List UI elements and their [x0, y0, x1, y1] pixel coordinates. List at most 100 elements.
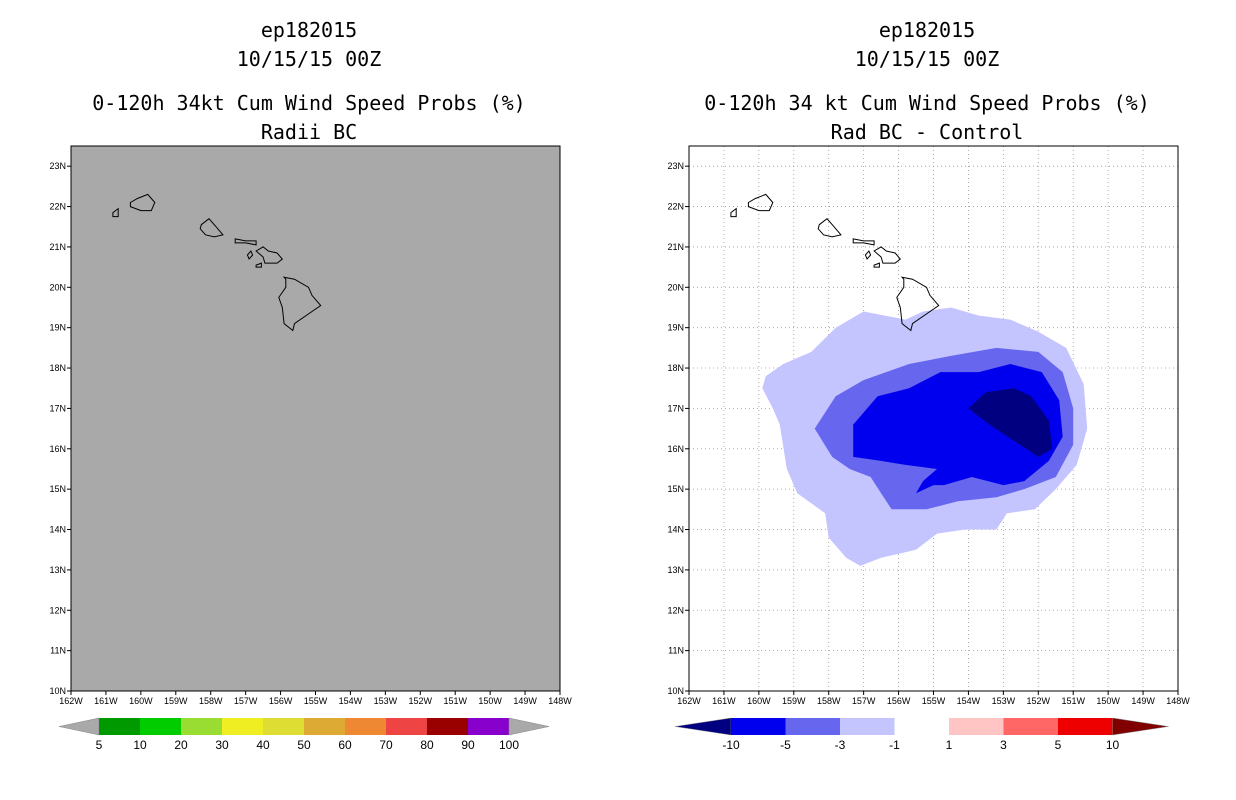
y-axis-ticks: 10N 11N 12N 13N 14N 15N 16N 17N 18N 19N 20N 21N 22N 2… [667, 161, 689, 696]
y-tick-label: 16N [667, 444, 684, 454]
colorbar-label: 10 [1106, 738, 1120, 752]
island-outline [747, 193, 774, 212]
colorbar-segment [468, 718, 509, 735]
y-tick-label: 17N [667, 403, 684, 413]
colorbar-label: 5 [1055, 738, 1062, 752]
island-outline [234, 238, 257, 246]
y-axis-ticks: 10N 11N 12N 13N 14N 15N 16N 17N 18N 19N 20N 21N 22N 2… [49, 161, 71, 696]
chart-subtitle: Radii BC [261, 120, 357, 144]
island-outline [730, 207, 737, 218]
colorbar-segment [949, 718, 1004, 735]
chart-title: 0-120h 34 kt Cum Wind Speed Probs (%) [704, 91, 1150, 115]
colorbar-segment [427, 718, 468, 735]
colorbar-label: 90 [461, 738, 475, 752]
x-tick-label: 148W [1166, 696, 1190, 706]
chart-subtitle: Rad BC - Control [831, 120, 1024, 144]
x-tick-label: 156W [887, 696, 911, 706]
colorbar-label: 100 [499, 738, 519, 752]
y-tick-label: 22N [667, 202, 684, 212]
colorbar-high-arrow [508, 717, 550, 736]
y-tick-label: 15N [667, 484, 684, 494]
y-tick-label: 13N [49, 565, 66, 575]
island-outline [278, 276, 322, 332]
right-panel: ep182015 10/15/15 00Z 0-120h 34 kt Cum W… [667, 18, 1190, 752]
x-tick-label: 157W [234, 696, 258, 706]
x-tick-label: 151W [443, 696, 467, 706]
x-tick-label: 158W [199, 696, 223, 706]
colorbar-segment [894, 718, 949, 735]
colorbar-label: 40 [256, 738, 270, 752]
y-tick-label: 13N [667, 565, 684, 575]
colorbar-label: -5 [780, 738, 791, 752]
colorbar-segment [1003, 718, 1058, 735]
island-outline [873, 246, 902, 264]
colorbar: -10 -5 -3 -1 1 3 5 10 [674, 717, 1169, 752]
x-tick-label: 149W [513, 696, 537, 706]
colorbar-segment [345, 718, 386, 735]
x-tick-label: 149W [1131, 696, 1155, 706]
colorbar-label: 10 [133, 738, 147, 752]
island-outline [255, 246, 284, 264]
colorbar-low-arrow [58, 717, 100, 736]
x-tick-label: 161W [94, 696, 118, 706]
probability-contours [762, 307, 1088, 566]
y-tick-label: 21N [49, 242, 66, 252]
contour-region [968, 388, 1053, 457]
y-tick-label: 12N [667, 605, 684, 615]
colorbar-low-arrow [674, 717, 732, 736]
colorbar-segment [99, 718, 140, 735]
colorbar-label: -1 [889, 738, 900, 752]
y-tick-label: 10N [49, 686, 66, 696]
date-label: 10/15/15 00Z [237, 47, 382, 71]
colorbar: 5 10 20 30 40 50 60 70 80 90 100 [58, 717, 550, 752]
y-tick-label: 14N [49, 525, 66, 535]
colorbar-label: 30 [215, 738, 229, 752]
x-tick-label: 155W [922, 696, 946, 706]
colorbar-label: 5 [96, 738, 103, 752]
x-tick-label: 148W [548, 696, 572, 706]
x-tick-label: 158W [817, 696, 841, 706]
colorbar-segment [785, 718, 840, 735]
y-tick-label: 14N [667, 525, 684, 535]
plot-area [70, 145, 561, 692]
y-tick-label: 19N [49, 323, 66, 333]
y-tick-label: 20N [667, 282, 684, 292]
x-tick-label: 161W [712, 696, 736, 706]
y-tick-label: 19N [667, 323, 684, 333]
x-axis-ticks: 162W 161W 160W 159W 158W 157W 156W 155W 154W 153W… [677, 691, 1190, 706]
x-tick-label: 159W [164, 696, 188, 706]
y-tick-label: 21N [667, 242, 684, 252]
x-tick-label: 160W [747, 696, 771, 706]
x-tick-label: 150W [478, 696, 502, 706]
colorbar-label: 50 [297, 738, 311, 752]
colorbar-segment [222, 718, 263, 735]
y-tick-label: 10N [667, 686, 684, 696]
x-axis-ticks: 162W 161W 160W 159W 158W 157W 156W 155W 154W 153W… [59, 691, 572, 706]
x-tick-label: 159W [782, 696, 806, 706]
colorbar-label: 80 [420, 738, 434, 752]
x-tick-label: 162W [677, 696, 701, 706]
hawaii-coastline [112, 193, 322, 332]
storm-id-label: ep182015 [879, 18, 975, 42]
colorbar-label: 60 [338, 738, 352, 752]
y-tick-label: 18N [49, 363, 66, 373]
colorbar-segment [386, 718, 427, 735]
colorbar-segment [1058, 718, 1113, 735]
x-tick-label: 162W [59, 696, 83, 706]
y-tick-label: 11N [668, 646, 684, 656]
colorbar-label: 1 [946, 738, 953, 752]
island-outline [129, 193, 156, 212]
colorbar-label: 70 [379, 738, 393, 752]
island-outline [199, 218, 224, 238]
x-tick-label: 160W [129, 696, 153, 706]
island-outline [852, 238, 875, 246]
storm-id-label: ep182015 [261, 18, 357, 42]
colorbar-segment [181, 718, 222, 735]
y-tick-label: 11N [50, 646, 66, 656]
x-tick-label: 152W [1027, 696, 1051, 706]
y-tick-label: 23N [49, 161, 66, 171]
date-label: 10/15/15 00Z [855, 47, 1000, 71]
colorbar-label: -10 [722, 738, 740, 752]
y-tick-label: 23N [667, 161, 684, 171]
